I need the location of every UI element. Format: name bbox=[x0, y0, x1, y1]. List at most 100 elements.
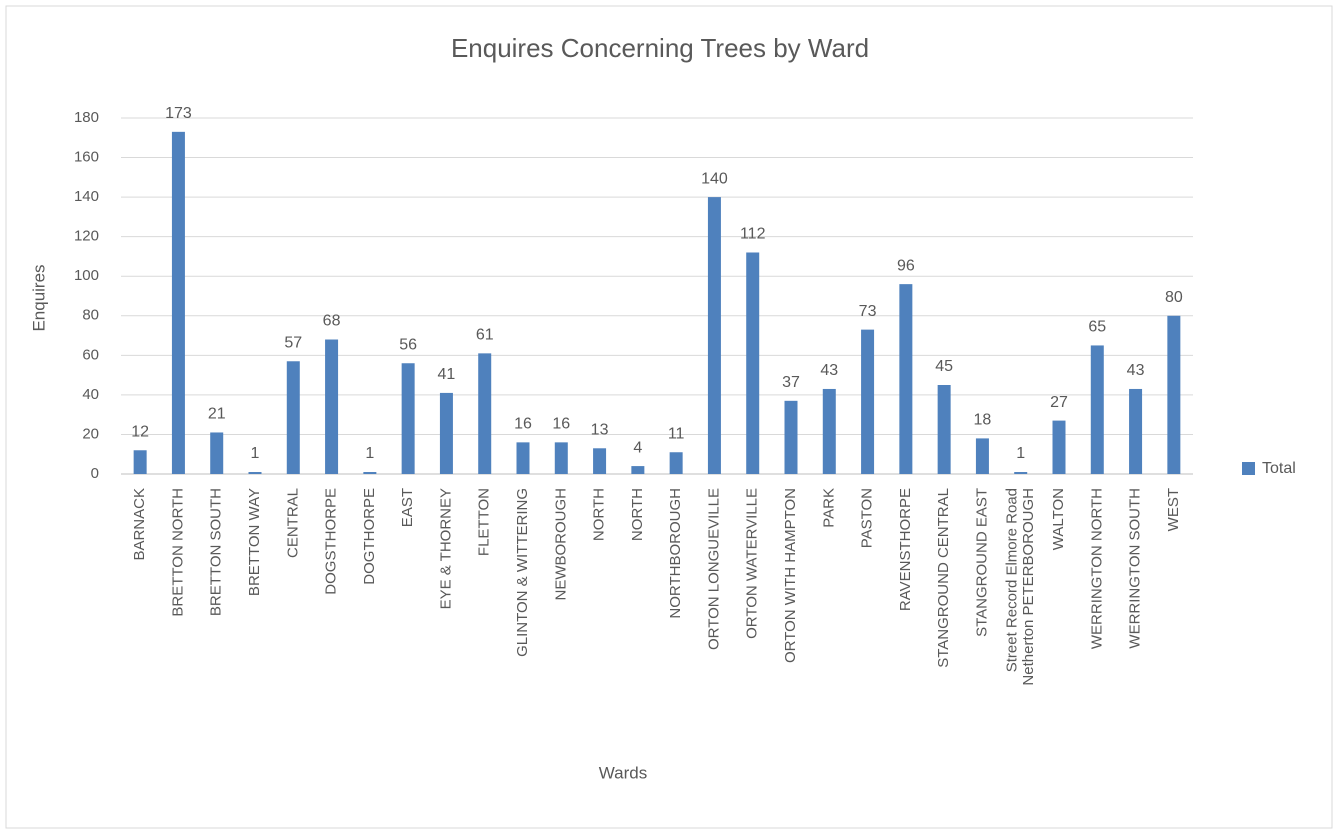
data-label: 1 bbox=[251, 445, 260, 462]
y-tick-label: 60 bbox=[82, 346, 99, 363]
bar bbox=[937, 385, 951, 474]
data-label: 12 bbox=[131, 423, 149, 440]
chart-title: Enquires Concerning Trees by Ward bbox=[451, 33, 869, 63]
x-tick-label: EAST bbox=[399, 488, 416, 527]
x-tick-label: BRETTON NORTH bbox=[169, 488, 186, 617]
x-tick-label: DOGSTHORPE bbox=[323, 488, 340, 595]
x-tick-label: NORTH bbox=[591, 488, 608, 541]
bar bbox=[248, 472, 262, 474]
bar bbox=[1090, 345, 1104, 474]
data-label: 1 bbox=[365, 445, 374, 462]
x-tick-label: WEST bbox=[1165, 488, 1182, 531]
x-tick-label: BARNACK bbox=[131, 488, 148, 561]
bar bbox=[286, 361, 300, 474]
x-tick-label: DOGTHORPE bbox=[361, 488, 378, 585]
x-tick-label: PASTON bbox=[859, 488, 876, 548]
x-tick-label: STANGROUND CENTRAL bbox=[935, 488, 952, 668]
bar bbox=[593, 448, 607, 474]
x-tick-label: NEWBOROUGH bbox=[552, 488, 569, 601]
legend-swatch bbox=[1242, 462, 1255, 475]
bar bbox=[975, 438, 989, 474]
data-label: 11 bbox=[668, 425, 685, 442]
legend-label: Total bbox=[1262, 460, 1296, 477]
data-label: 65 bbox=[1088, 319, 1106, 336]
data-label: 61 bbox=[476, 327, 494, 344]
data-label: 73 bbox=[859, 303, 877, 320]
x-tick-label: STANGROUND EAST bbox=[973, 488, 990, 637]
y-tick-label: 120 bbox=[74, 228, 99, 245]
y-tick-label: 0 bbox=[91, 465, 99, 482]
bar bbox=[401, 363, 415, 474]
x-tick-label: FLETTON bbox=[476, 488, 493, 556]
bar bbox=[325, 339, 339, 474]
data-label: 80 bbox=[1165, 289, 1183, 306]
x-tick-label: NORTHBOROUGH bbox=[667, 488, 684, 619]
x-tick-label: PARK bbox=[820, 488, 837, 528]
bar bbox=[363, 472, 377, 474]
bar bbox=[1129, 388, 1143, 474]
data-label: 18 bbox=[974, 412, 992, 429]
y-tick-label: 80 bbox=[82, 307, 99, 324]
bar bbox=[171, 131, 185, 474]
bar bbox=[1167, 315, 1181, 474]
bar bbox=[210, 432, 224, 474]
y-tick-label: 100 bbox=[74, 267, 99, 284]
x-tick-label: ORTON WATERVILLE bbox=[744, 488, 761, 639]
bar bbox=[822, 388, 836, 474]
bar bbox=[439, 392, 453, 474]
data-label: 140 bbox=[701, 170, 728, 187]
data-label: 4 bbox=[633, 439, 642, 456]
data-label: 37 bbox=[782, 374, 800, 391]
x-tick-label: WERRINGTON NORTH bbox=[1088, 488, 1105, 649]
x-tick-label: WALTON bbox=[1050, 488, 1067, 550]
data-label: 57 bbox=[284, 334, 302, 351]
y-tick-label: 20 bbox=[82, 425, 99, 442]
data-label: 16 bbox=[552, 416, 570, 433]
data-label: 173 bbox=[165, 105, 192, 122]
bar bbox=[707, 197, 721, 474]
x-tick-label: WERRINGTON SOUTH bbox=[1127, 488, 1144, 649]
data-label: 45 bbox=[935, 358, 953, 375]
x-tick-label: GLINTON & WITTERING bbox=[514, 488, 531, 657]
data-label: 13 bbox=[591, 422, 609, 439]
y-tick-label: 160 bbox=[74, 149, 99, 166]
x-tick-label: CENTRAL bbox=[284, 488, 301, 558]
data-label: 43 bbox=[1127, 362, 1145, 379]
bar bbox=[746, 252, 760, 474]
data-label: 96 bbox=[897, 257, 915, 274]
x-tick-label: BRETTON SOUTH bbox=[208, 488, 225, 616]
bar bbox=[1052, 420, 1066, 474]
y-tick-label: 40 bbox=[82, 386, 99, 403]
data-label: 56 bbox=[399, 336, 417, 353]
data-label: 41 bbox=[438, 366, 456, 383]
x-tick-label: RAVENSTHORPE bbox=[897, 488, 914, 611]
y-tick-label: 140 bbox=[74, 188, 99, 205]
bar bbox=[631, 466, 645, 474]
x-tick-label: ORTON WITH HAMPTON bbox=[782, 488, 799, 663]
bar bbox=[478, 353, 492, 474]
data-label: 43 bbox=[820, 362, 838, 379]
data-label: 16 bbox=[514, 416, 532, 433]
y-axis-label: Enquires bbox=[29, 264, 48, 331]
y-tick-label: 180 bbox=[74, 109, 99, 126]
bar bbox=[669, 452, 683, 474]
bar bbox=[899, 284, 913, 474]
x-tick-label: Street Record Elmore RoadNetherton PETER… bbox=[1003, 488, 1037, 686]
bar bbox=[133, 450, 147, 474]
bar bbox=[516, 442, 530, 474]
bar bbox=[1014, 472, 1028, 474]
x-tick-label: ORTON LONGUEVILLE bbox=[705, 488, 722, 650]
chart-border bbox=[5, 5, 1333, 829]
bar bbox=[554, 442, 568, 474]
x-axis-label: Wards bbox=[599, 763, 648, 782]
data-label: 112 bbox=[740, 226, 766, 243]
data-label: 68 bbox=[323, 313, 341, 330]
data-label: 21 bbox=[208, 406, 226, 423]
bar bbox=[861, 329, 875, 474]
x-tick-label: NORTH bbox=[629, 488, 646, 541]
bar bbox=[784, 400, 798, 474]
x-tick-label: EYE & THORNEY bbox=[437, 488, 454, 609]
x-tick-label: BRETTON WAY bbox=[246, 488, 263, 596]
